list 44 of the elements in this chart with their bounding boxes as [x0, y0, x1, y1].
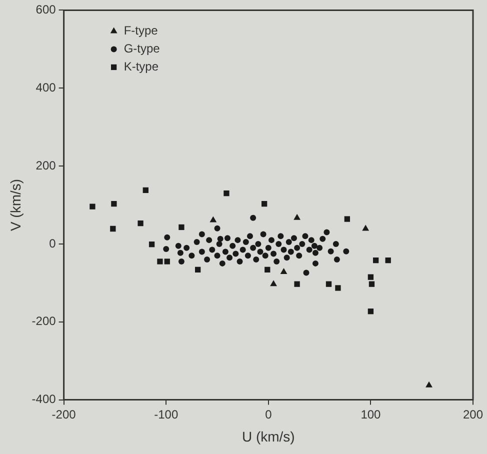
x-tick-label: 0	[265, 407, 272, 422]
y-tick-label: 0	[49, 236, 56, 250]
point	[148, 242, 155, 248]
y-tick-label: -200	[32, 314, 56, 328]
x-tick-label: 200	[462, 407, 484, 422]
legend-label: G-type	[124, 42, 160, 56]
point	[178, 224, 184, 230]
point	[368, 274, 374, 280]
x-tick-label: -200	[52, 407, 76, 422]
point	[368, 281, 375, 287]
point	[224, 190, 230, 196]
y-axis-title: V (km/s)	[7, 178, 24, 232]
y-tick-label: 200	[36, 158, 56, 172]
point	[368, 308, 374, 314]
point	[261, 201, 268, 207]
point	[90, 204, 96, 210]
point	[194, 266, 201, 272]
point	[280, 268, 288, 274]
point	[362, 224, 370, 231]
x-axis-title: U (km/s)	[242, 428, 295, 444]
point	[111, 201, 117, 207]
y-tick-label: 400	[36, 80, 56, 94]
point	[326, 281, 332, 287]
point	[335, 285, 341, 291]
x-tick-label: -100	[154, 407, 178, 422]
point	[372, 257, 379, 264]
point	[294, 281, 300, 287]
point	[264, 266, 270, 272]
point	[426, 381, 432, 388]
point	[210, 216, 217, 222]
point	[344, 216, 350, 222]
point	[157, 258, 163, 264]
point	[270, 280, 277, 286]
point	[142, 187, 148, 194]
point	[110, 226, 116, 232]
point	[164, 258, 170, 264]
point	[138, 220, 144, 226]
y-tick-label: -400	[32, 392, 56, 406]
y-tick-label: 600	[36, 2, 56, 17]
legend-label: K-type	[124, 60, 159, 74]
point	[385, 257, 391, 264]
point	[294, 214, 301, 220]
legend-label: F-type	[124, 24, 158, 38]
x-tick-label: 100	[360, 407, 382, 422]
